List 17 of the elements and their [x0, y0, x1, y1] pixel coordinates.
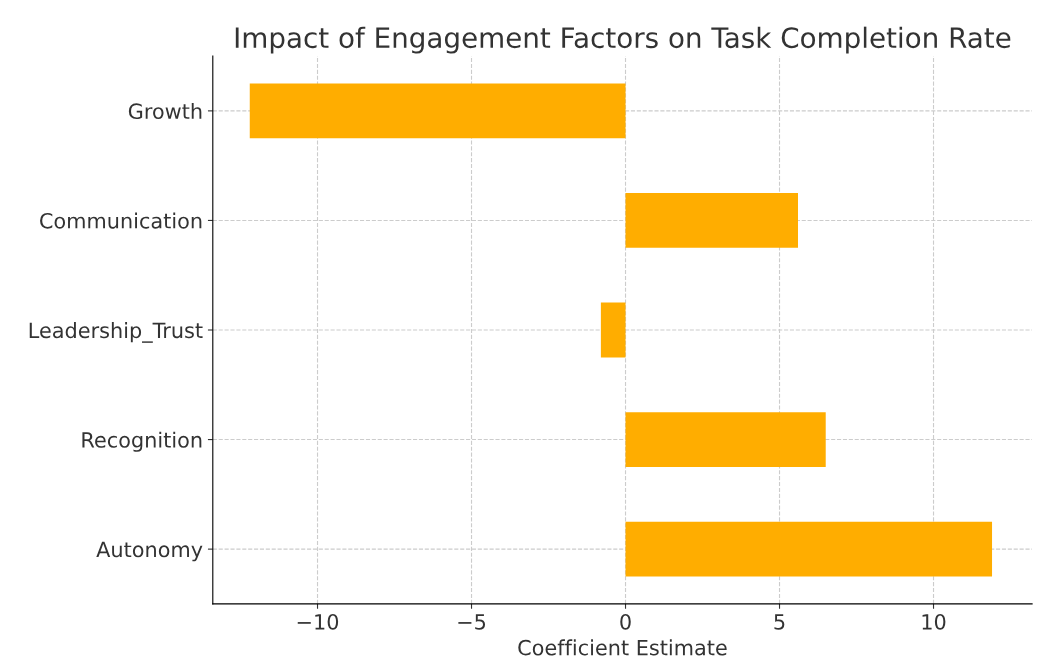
x-tick-label: 5: [774, 614, 785, 630]
bar: [625, 521, 993, 577]
y-tick-label: Leadership_Trust: [29, 322, 203, 343]
y-tick-label: Recognition: [82, 431, 202, 452]
x-tick-label: 10: [922, 613, 946, 630]
y-tick-label: Growth: [128, 102, 202, 120]
bar: [600, 302, 626, 358]
y-tick-label: Communication: [40, 212, 202, 229]
bar: [625, 193, 798, 248]
x-axis-title: Coefficient Estimate: [518, 639, 727, 656]
bar: [625, 412, 826, 467]
y-tick-label: Autonomy: [96, 541, 203, 562]
chart-title: Impact of Engagement Factors on Task Completion Rate: [235, 26, 1011, 54]
x-tick-label: −5: [458, 614, 486, 630]
bar: [249, 83, 626, 139]
x-tick-label: −10: [297, 613, 339, 630]
x-tick-label: 0: [620, 613, 631, 630]
